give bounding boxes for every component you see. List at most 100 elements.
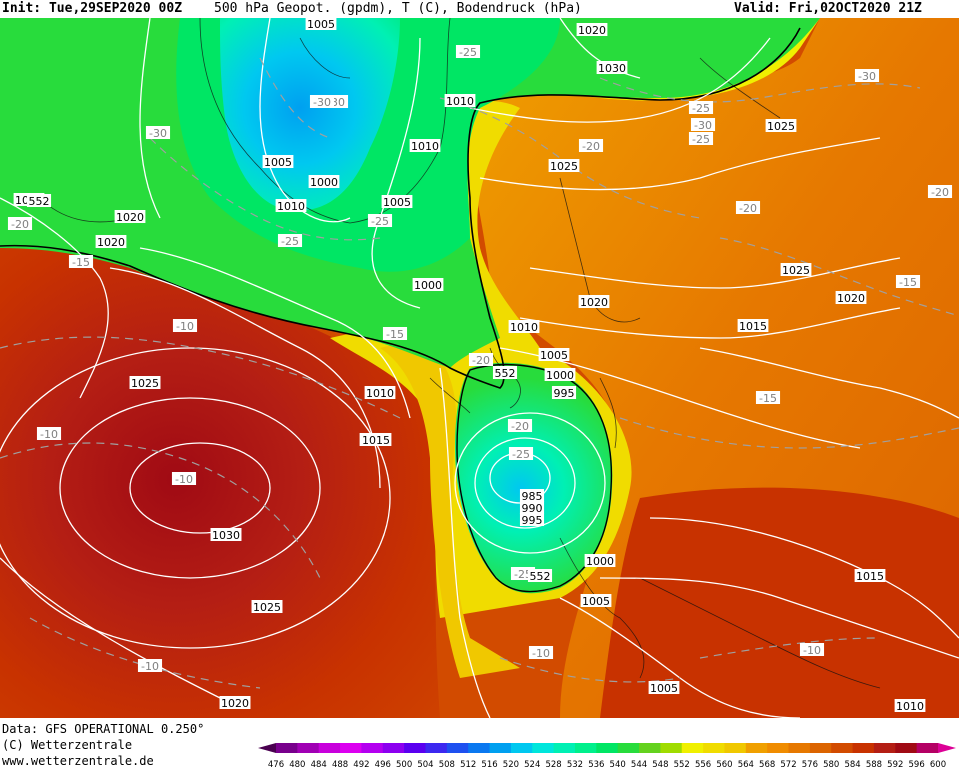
pressure-label: 1025 <box>767 120 795 133</box>
colorbar-swatch <box>681 743 704 753</box>
colorbar-tick-label: 528 <box>545 760 561 770</box>
pressure-label: 1000 <box>586 555 614 568</box>
colorbar-tick-label: 552 <box>674 760 690 770</box>
colorbar-swatch <box>895 743 918 753</box>
pressure-label: 1010 <box>896 700 924 713</box>
colorbar-tick-label: 544 <box>631 760 647 770</box>
pressure-label: 1010 <box>510 321 538 334</box>
colorbar-swatch <box>276 743 298 753</box>
temp-label-box <box>455 45 481 58</box>
pressure-label: 1020 <box>116 211 144 224</box>
pressure-label-box <box>360 433 392 446</box>
pressure-label: 1025 <box>550 160 578 173</box>
pressure-label-box <box>251 600 283 613</box>
geopotential-552-contour <box>0 27 801 389</box>
colorbar-swatch <box>468 743 491 753</box>
colorbar-tick-label: 476 <box>268 760 284 770</box>
colorbar-right-arrow <box>938 743 956 753</box>
pressure-label-box <box>596 61 628 74</box>
temp-label-box <box>507 419 533 432</box>
temp-label: -15 <box>386 328 404 341</box>
colorbar-tick-label: 532 <box>567 760 583 770</box>
temp-label-box <box>36 427 62 440</box>
pressure-label-box <box>835 291 867 304</box>
colorbar-tick-label: 556 <box>695 760 711 770</box>
temp-label: -20 <box>11 218 29 231</box>
colorbar-swatch <box>425 743 448 753</box>
pressure-label: 1020 <box>580 296 608 309</box>
pressure-label-box <box>275 199 307 212</box>
pressure-label-box <box>381 195 413 208</box>
temp-label-box <box>309 95 335 108</box>
orange-band <box>380 338 520 678</box>
temp-label: -30 <box>313 96 331 109</box>
pressure-label-box <box>364 386 396 399</box>
colorbar-swatch <box>660 743 683 753</box>
temp-label-box <box>468 353 494 366</box>
pressure-label-box <box>538 348 570 361</box>
colorbar-tick-label: 484 <box>311 760 327 770</box>
colorbar-tick-label: 592 <box>887 760 903 770</box>
geopot-label: 552 <box>495 367 516 380</box>
cutoff-low-field <box>455 362 613 594</box>
pressure-label-box <box>508 320 540 333</box>
temp-label: -30 <box>858 70 876 83</box>
colorbar-tick-label: 600 <box>930 760 946 770</box>
pressure-label: 1005 <box>264 156 292 169</box>
temp-label-box <box>735 201 761 214</box>
temp-label-box <box>528 646 554 659</box>
colorbar-swatch <box>617 743 640 753</box>
temp-label: -25 <box>459 46 477 59</box>
chart-footer: Data: GFS OPERATIONAL 0.250° (C) Wetterz… <box>0 718 959 770</box>
temp-label: -20 <box>511 420 529 433</box>
colorbar-tick-label: 520 <box>503 760 519 770</box>
pressure-label: 1010 <box>277 200 305 213</box>
temp-label-box <box>277 234 303 247</box>
southeast-field <box>600 487 959 718</box>
pressure-label: 1025 <box>131 377 159 390</box>
geopot-label: 552 <box>530 570 551 583</box>
temp-label: -30 <box>694 119 712 132</box>
colorbar-swatch <box>724 743 747 753</box>
valid-value: Fri,02OCT2020 21Z <box>788 1 922 16</box>
pressure-label: 1020 <box>578 24 606 37</box>
colorbar-swatch <box>831 743 854 753</box>
temp-label-box <box>927 185 953 198</box>
coastlines <box>39 18 881 689</box>
colorbar-tick-label: 508 <box>439 760 455 770</box>
pressure-label: 1020 <box>97 236 125 249</box>
geopot-label-box <box>26 194 52 207</box>
temp-label-box <box>854 69 880 82</box>
temp-label-box <box>688 132 714 145</box>
colorbar-swatch <box>446 743 469 753</box>
temp-label: -10 <box>141 660 159 673</box>
colorbar-swatch <box>532 743 555 753</box>
temp-label: -10 <box>175 473 193 486</box>
pressure-label-box <box>262 155 294 168</box>
temp-label-box <box>755 391 781 404</box>
temp-label: -20 <box>931 186 949 199</box>
pressure-label: 1005 <box>383 196 411 209</box>
pressure-label: 1000 <box>414 279 442 292</box>
pressure-label: 995 <box>554 387 575 400</box>
colorbar-tick-label: 576 <box>802 760 818 770</box>
temp-label-box <box>145 126 171 139</box>
colorbar-swatch <box>788 743 811 753</box>
pressure-label-box <box>114 210 146 223</box>
colorbar-swatch <box>489 743 512 753</box>
pressure-label: 1025 <box>782 264 810 277</box>
colorbar-swatch <box>745 743 768 753</box>
colorbar-swatch <box>340 743 362 753</box>
colorbar-tick-label: 492 <box>353 760 369 770</box>
temp-label-box <box>172 319 198 332</box>
colorbar-tick-label: 572 <box>780 760 796 770</box>
pressure-label-box <box>219 696 251 709</box>
valid-label: Valid: <box>734 1 781 16</box>
temp-label-box <box>367 214 393 227</box>
pressure-label: 1015 <box>739 320 767 333</box>
pressure-label-box <box>519 489 545 502</box>
pressure-label: 1030 <box>212 529 240 542</box>
pressure-label-box <box>544 368 576 381</box>
temp-label: -25 <box>281 235 299 248</box>
copyright-text: (C) Wetterzentrale <box>2 738 133 752</box>
